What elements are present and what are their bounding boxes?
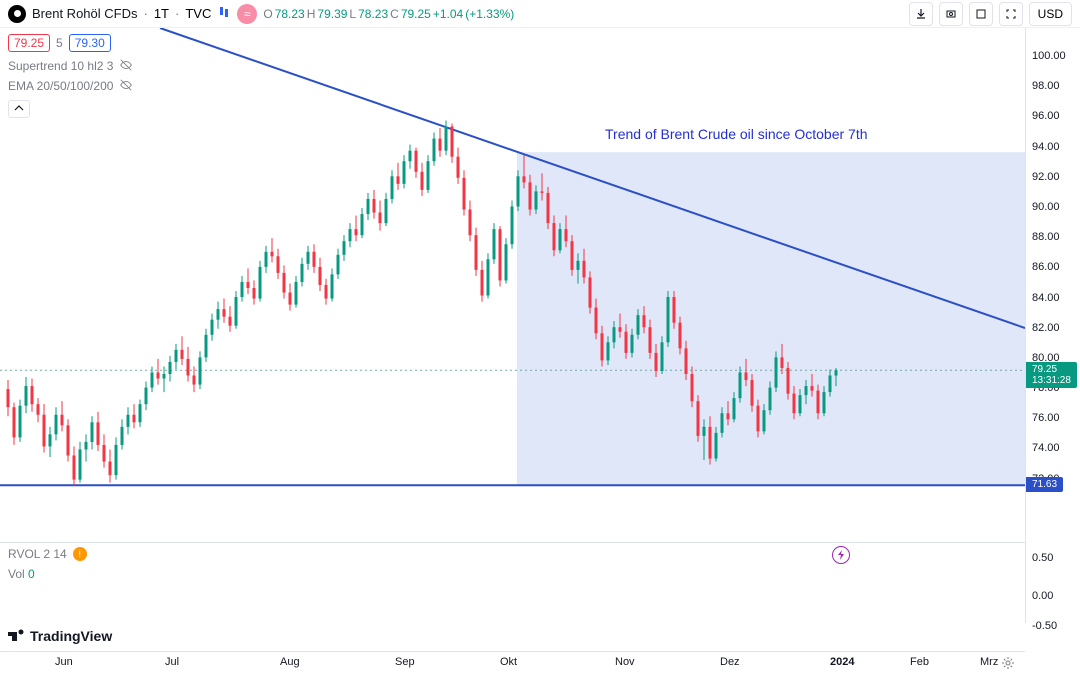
chart-annotation-text: Trend of Brent Crude oil since October 7… [605, 126, 868, 142]
chart-header: Brent Rohöl CFDs · 1T · TVC ≈ O78.23 H79… [0, 0, 1080, 28]
price-tick: 92.00 [1032, 171, 1060, 183]
price-tick: 86.00 [1032, 261, 1060, 273]
snapshot-button[interactable] [939, 2, 963, 26]
currency-label: USD [1038, 7, 1063, 21]
price-tick: 94.00 [1032, 141, 1060, 153]
time-tick: Dez [720, 656, 740, 668]
volume-tick: 0.50 [1032, 552, 1053, 564]
ask-price[interactable]: 79.30 [69, 34, 111, 52]
volume-panel: RVOL 2 14 ! Vol 0 [0, 542, 1025, 624]
indicator-rvol[interactable]: RVOL 2 14 ! [0, 543, 1025, 565]
price-chart[interactable] [0, 28, 1025, 542]
price-tick: 76.00 [1032, 412, 1060, 424]
spread-value: 5 [56, 36, 63, 50]
bid-ask-row: 79.25 5 79.30 [0, 30, 119, 56]
tradingview-logo-icon [8, 627, 26, 645]
download-button[interactable] [909, 2, 933, 26]
symbol-title: Brent Rohöl CFDs [32, 6, 137, 21]
visibility-toggle-icon[interactable] [119, 78, 133, 95]
price-tick: 82.00 [1032, 322, 1060, 334]
candle-icon[interactable] [217, 5, 231, 22]
volume-readout: Vol 0 [0, 565, 1025, 583]
bid-price[interactable]: 79.25 [8, 34, 50, 52]
symbol-icon [8, 5, 26, 23]
time-tick: Mrz [980, 656, 998, 668]
brand-label: TradingView [30, 628, 112, 644]
price-tick: 98.00 [1032, 80, 1060, 92]
tradingview-logo[interactable]: TradingView [8, 627, 112, 645]
volume-tick: 0.00 [1032, 590, 1053, 602]
current-price-label: 79.2513:31:28 [1026, 362, 1077, 388]
time-axis[interactable]: Jun Jul Aug Sep Okt Nov Dez 2024 Feb Mrz [0, 651, 1025, 675]
price-tick: 84.00 [1032, 292, 1060, 304]
visibility-toggle-icon[interactable] [119, 58, 133, 75]
time-tick: Nov [615, 656, 635, 668]
price-tick: 88.00 [1032, 231, 1060, 243]
price-tick: 96.00 [1032, 110, 1060, 122]
fullscreen-button[interactable] [999, 2, 1023, 26]
time-tick: 2024 [830, 656, 854, 668]
settings-button[interactable] [969, 2, 993, 26]
time-tick: Sep [395, 656, 415, 668]
time-tick: Okt [500, 656, 517, 668]
indicator-label: RVOL 2 14 [8, 547, 67, 561]
time-tick: Jun [55, 656, 73, 668]
compare-badge-icon[interactable]: ≈ [237, 4, 257, 24]
axis-settings-icon[interactable] [1001, 656, 1017, 672]
source-label: TVC [185, 6, 211, 21]
ohlc-readout: O78.23 H79.39 L78.23 C79.25 +1.04 (+1.33… [263, 7, 514, 21]
currency-selector[interactable]: USD [1029, 2, 1072, 26]
indicator-ema[interactable]: EMA 20/50/100/200 [0, 76, 141, 96]
price-tick: 90.00 [1032, 201, 1060, 213]
time-tick: Feb [910, 656, 929, 668]
indicator-label: EMA 20/50/100/200 [8, 79, 113, 93]
price-tick: 74.00 [1032, 442, 1060, 454]
collapse-indicators-button[interactable] [8, 100, 30, 118]
warning-icon[interactable]: ! [73, 547, 87, 561]
time-tick: Aug [280, 656, 300, 668]
volume-tick: -0.50 [1032, 620, 1057, 632]
price-tick: 100.00 [1032, 50, 1066, 62]
indicator-label: Supertrend 10 hl2 3 [8, 59, 113, 73]
indicator-supertrend[interactable]: Supertrend 10 hl2 3 [0, 56, 141, 76]
time-tick: Jul [165, 656, 179, 668]
price-axis[interactable]: 100.00 98.00 96.00 94.00 92.00 90.00 88.00 86.0… [1025, 28, 1080, 623]
interval-label: 1T [154, 6, 169, 21]
support-price-label: 71.63 [1026, 477, 1063, 492]
